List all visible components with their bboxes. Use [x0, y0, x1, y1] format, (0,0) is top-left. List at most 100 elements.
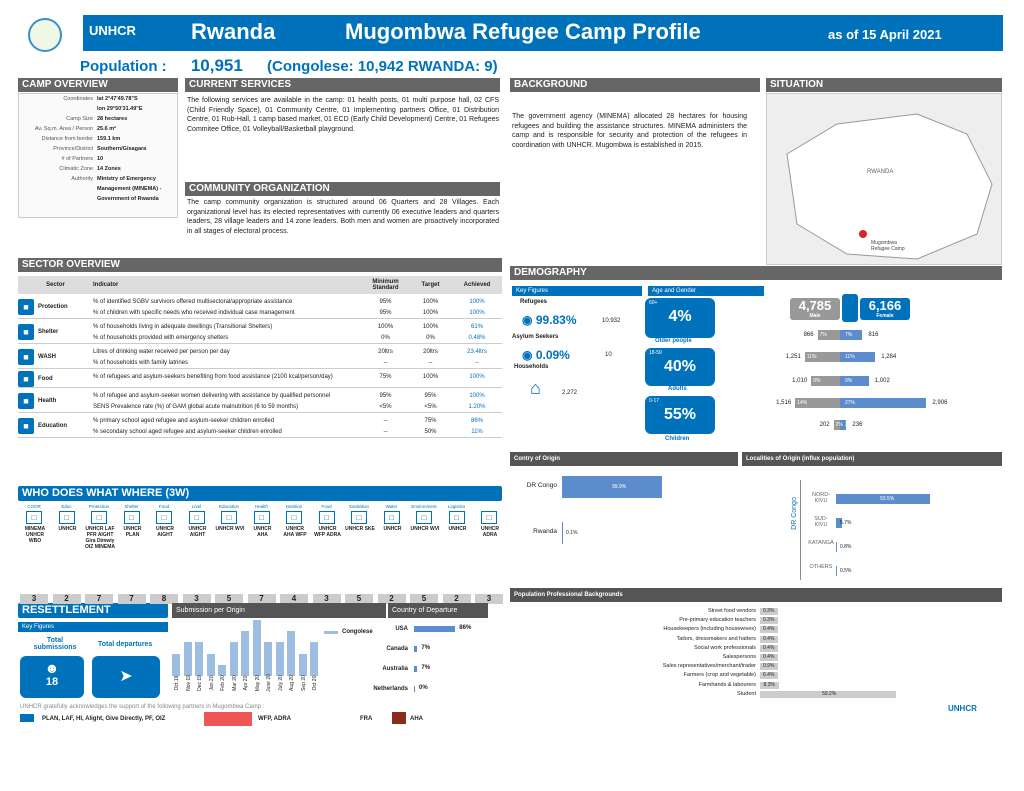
- profession-pct: 0.9%: [763, 663, 775, 670]
- indicator-target: <5%: [424, 403, 437, 410]
- legend-swatch: [324, 631, 338, 634]
- indicator-achieved: 100%: [469, 392, 485, 399]
- profession-label: Housekeepers (including housewives): [663, 626, 756, 633]
- locality-pct: 5.7%: [840, 520, 852, 526]
- female-count-box: 6,166 Female: [860, 298, 910, 320]
- children-pct: 55%: [663, 406, 697, 423]
- pyramid-male-count: 1,010: [792, 378, 808, 384]
- indicator-achieved: --: [475, 359, 479, 366]
- indicator-target: 20ltrs: [423, 348, 438, 355]
- submission-bar: [206, 653, 215, 676]
- w3-sector: Water: [385, 504, 398, 509]
- education-icon: ■: [18, 418, 34, 434]
- camp-overview-box: Coordinates lat 2°47'49.78"S lon 29°50'31.…: [18, 93, 178, 218]
- community-heading: COMMUNITY ORGANIZATION: [185, 182, 500, 196]
- table-header-cell: Minimum Standard: [372, 279, 399, 291]
- pyramid-bar-female: [840, 352, 876, 362]
- indicator-row: % primary school aged refugee and asylum…: [93, 415, 502, 426]
- country-origin-heading: Contry of Origin: [510, 452, 738, 466]
- w3-sector-icon: □: [221, 511, 237, 524]
- profession-pct: 0.4%: [763, 635, 775, 642]
- submission-month: Apr 20: [243, 675, 249, 691]
- profession-bar: [760, 608, 778, 615]
- current-services-heading: CURRENT SERVICES: [185, 78, 500, 92]
- w3-sector: Educ: [61, 504, 72, 509]
- locality-label: SUD-KIVU: [814, 516, 828, 528]
- person-icon: ◉: [522, 313, 533, 327]
- submission-month: Dec 19: [197, 675, 203, 691]
- camp-marker-icon: [859, 230, 867, 238]
- rwanda-emblem: [28, 18, 62, 52]
- pyramid-female-count: 1,284: [881, 354, 897, 360]
- indicator-group: % of identified SGBV survivors offered m…: [93, 296, 502, 318]
- indicator-row: % of households living in adequate dwell…: [93, 321, 502, 332]
- overview-value: Southern/Gisagara: [97, 146, 147, 152]
- older-pct: 4%: [668, 308, 692, 325]
- pyramid-female-pct: 11%: [845, 354, 855, 360]
- w3-count: 7: [117, 594, 146, 604]
- submissions-box: ☻ 18: [20, 656, 84, 698]
- background-text: The government agency (MINEMA) allocated…: [512, 113, 747, 149]
- pyramid-bar-male: [795, 398, 840, 408]
- population-line: Population : 10,951 (Congolese: 10,942 R…: [80, 56, 498, 76]
- departure-bar: [414, 626, 456, 632]
- indicator-target: 100%: [422, 309, 439, 316]
- w3-sector-icon: □: [123, 511, 140, 524]
- overview-key: Distance from border: [41, 136, 93, 142]
- pyramid-female-count: 1,002: [874, 378, 890, 384]
- overview-value: Ministry of Emergency Management (MINEMA…: [97, 176, 162, 202]
- sector-cell: ■ Protection: [18, 296, 93, 318]
- profession-label: Student: [737, 690, 756, 697]
- overview-row: # of Partners 10: [19, 154, 177, 164]
- submission-bar: [252, 620, 261, 676]
- indicator-text: SENS Prevalence rate (%) of GAM global a…: [93, 403, 299, 410]
- asylum-pct-value: 0.09%: [535, 348, 570, 362]
- pyramid-female-pct: 27%: [845, 400, 856, 406]
- submission-heading: Submission per Origin: [172, 603, 386, 618]
- w3-sector-icon: □: [318, 511, 335, 524]
- female-count: 6,166: [868, 298, 902, 313]
- departure-icon: ➤: [119, 668, 133, 685]
- locality-bar: [836, 566, 837, 576]
- profession-pct: 0.3%: [763, 617, 775, 624]
- profession-bar: [760, 654, 778, 661]
- w3-count: 7: [247, 594, 276, 604]
- asylum-person-icon: ◉: [522, 348, 533, 362]
- submission-month: Oct 19: [174, 675, 180, 691]
- table-row: ■ Education % primary school aged refugee …: [18, 415, 502, 438]
- indicator-min: --: [383, 417, 388, 424]
- indicator-row: % of refugees and asylum-seekers benefit…: [93, 371, 502, 382]
- departure-pct: 86%: [459, 625, 472, 631]
- w3-sector: Nutrition: [285, 504, 303, 509]
- indicator-text: % secondary school aged refugee and asyl…: [93, 428, 282, 435]
- population-breakdown: (Congolese: 10,942 RWANDA: 9): [267, 58, 498, 75]
- footer-partners-1: PLAN, LAF, HI, Alight, Give Directly, PF…: [42, 716, 166, 722]
- submission-month: Feb 20: [220, 675, 226, 691]
- w3-sector-icon: □: [286, 511, 302, 524]
- origin-label: Rwanda: [533, 528, 557, 535]
- overview-row: Climatic Zone 14 Zones: [19, 164, 177, 174]
- indicator-row: % of refugee and asylum-seeker women del…: [93, 390, 502, 401]
- w3-count: 2: [377, 594, 406, 604]
- overview-row: Av. Sq.m. Area / Person 25.6 m²: [19, 124, 177, 134]
- pyramid-male-count: 202: [819, 422, 830, 428]
- indicator-achieved: 86%: [470, 417, 483, 424]
- profession-label: Farmhands & labourers: [698, 681, 756, 688]
- indicator-min: 95%: [379, 309, 392, 316]
- children-box: 0-17 55%: [645, 396, 715, 434]
- w3-count: 2: [442, 594, 471, 604]
- households-label: Households: [514, 364, 549, 370]
- locality-pct: 0.8%: [840, 544, 852, 550]
- sector-heading: SECTOR OVERVIEW: [18, 258, 502, 272]
- w3-actors: UNHCR: [58, 526, 77, 532]
- w3-count: 5: [215, 594, 243, 604]
- submission-month: Nov 19: [185, 675, 192, 691]
- overview-key: # of Partners: [61, 156, 94, 162]
- indicator-achieved: 100%: [469, 309, 485, 316]
- pyramid-male-count: 866: [803, 332, 814, 338]
- map-label-country: RWANDA: [867, 169, 894, 175]
- profession-bar: [760, 617, 778, 625]
- w3-actors: MINEMA UNHCR WBO: [24, 526, 46, 544]
- submission-bar: [183, 642, 192, 676]
- map-label-camp: Mugombwa Refugee Camp: [871, 240, 905, 252]
